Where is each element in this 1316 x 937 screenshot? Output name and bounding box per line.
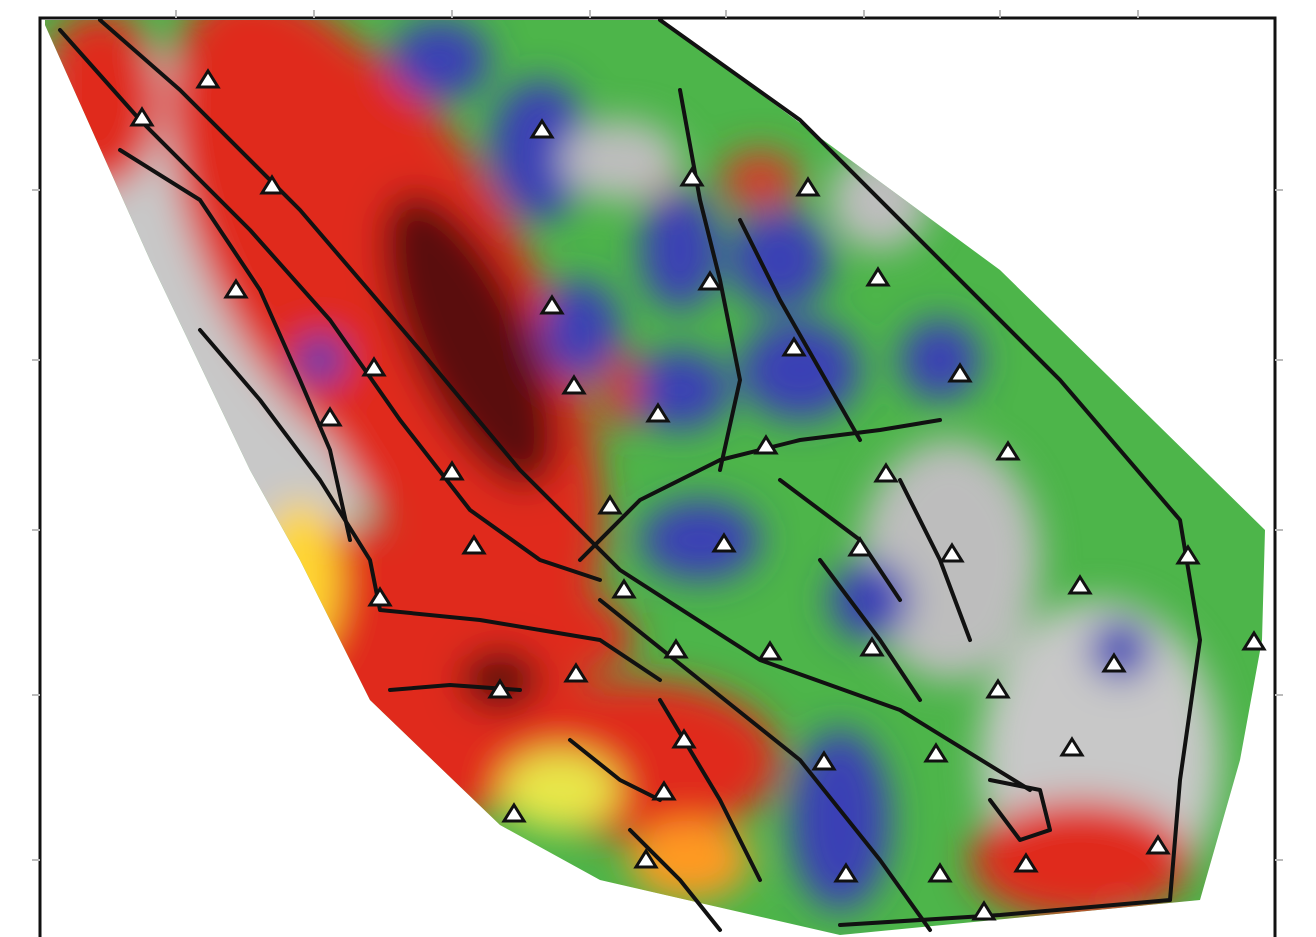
station-marker bbox=[501, 802, 527, 823]
fault-line bbox=[658, 698, 762, 882]
station-marker bbox=[985, 678, 1011, 699]
station-marker bbox=[539, 294, 565, 315]
station-marker bbox=[259, 174, 285, 195]
fault-line bbox=[628, 828, 722, 932]
fault-line bbox=[988, 778, 1052, 842]
station-marker bbox=[1145, 834, 1171, 855]
station-marker bbox=[611, 578, 637, 599]
fault-line bbox=[568, 738, 662, 802]
station-marker bbox=[1241, 630, 1267, 651]
fault-line bbox=[898, 478, 972, 642]
station-marker bbox=[663, 638, 689, 659]
fault-line bbox=[118, 148, 352, 542]
fault-line bbox=[678, 88, 742, 472]
frame bbox=[38, 16, 1277, 937]
station-marker bbox=[1067, 574, 1093, 595]
station-marker bbox=[697, 270, 723, 291]
station-marker bbox=[195, 68, 221, 89]
station-marker bbox=[1059, 736, 1085, 757]
station-marker bbox=[317, 406, 343, 427]
station-marker bbox=[1101, 652, 1127, 673]
station-marker bbox=[223, 278, 249, 299]
station-marker bbox=[795, 176, 821, 197]
station-marker bbox=[971, 900, 997, 921]
station-marker bbox=[439, 460, 465, 481]
station-marker bbox=[651, 780, 677, 801]
station-marker bbox=[753, 434, 779, 455]
stations bbox=[129, 68, 1267, 921]
station-marker bbox=[757, 640, 783, 661]
station-marker bbox=[865, 266, 891, 287]
fault-line bbox=[658, 18, 1202, 902]
station-marker bbox=[859, 636, 885, 657]
station-marker bbox=[1175, 544, 1201, 565]
station-marker bbox=[461, 534, 487, 555]
fault-line bbox=[818, 558, 922, 702]
fault-line bbox=[738, 218, 862, 442]
fault-line bbox=[58, 28, 602, 582]
station-marker bbox=[947, 362, 973, 383]
fault-line bbox=[198, 328, 662, 682]
station-marker bbox=[679, 166, 705, 187]
station-marker bbox=[1013, 852, 1039, 873]
fault-line bbox=[838, 898, 1172, 927]
station-marker bbox=[487, 678, 513, 699]
station-marker bbox=[995, 440, 1021, 461]
station-marker bbox=[939, 542, 965, 563]
station-marker bbox=[361, 356, 387, 377]
station-marker bbox=[367, 586, 393, 607]
station-marker bbox=[923, 742, 949, 763]
station-marker bbox=[129, 106, 155, 127]
station-marker bbox=[563, 662, 589, 683]
station-marker bbox=[873, 462, 899, 483]
station-marker bbox=[927, 862, 953, 883]
station-marker bbox=[529, 118, 555, 139]
station-marker bbox=[561, 374, 587, 395]
station-marker bbox=[633, 848, 659, 869]
station-marker bbox=[781, 336, 807, 357]
station-marker bbox=[847, 536, 873, 557]
station-marker bbox=[645, 402, 671, 423]
fault-lines bbox=[58, 18, 1202, 932]
station-marker bbox=[597, 494, 623, 515]
station-marker bbox=[711, 532, 737, 553]
station-marker bbox=[833, 862, 859, 883]
station-marker bbox=[811, 750, 837, 771]
map-frame bbox=[32, 10, 1283, 937]
station-marker bbox=[671, 728, 697, 749]
fault-line bbox=[98, 18, 1032, 792]
